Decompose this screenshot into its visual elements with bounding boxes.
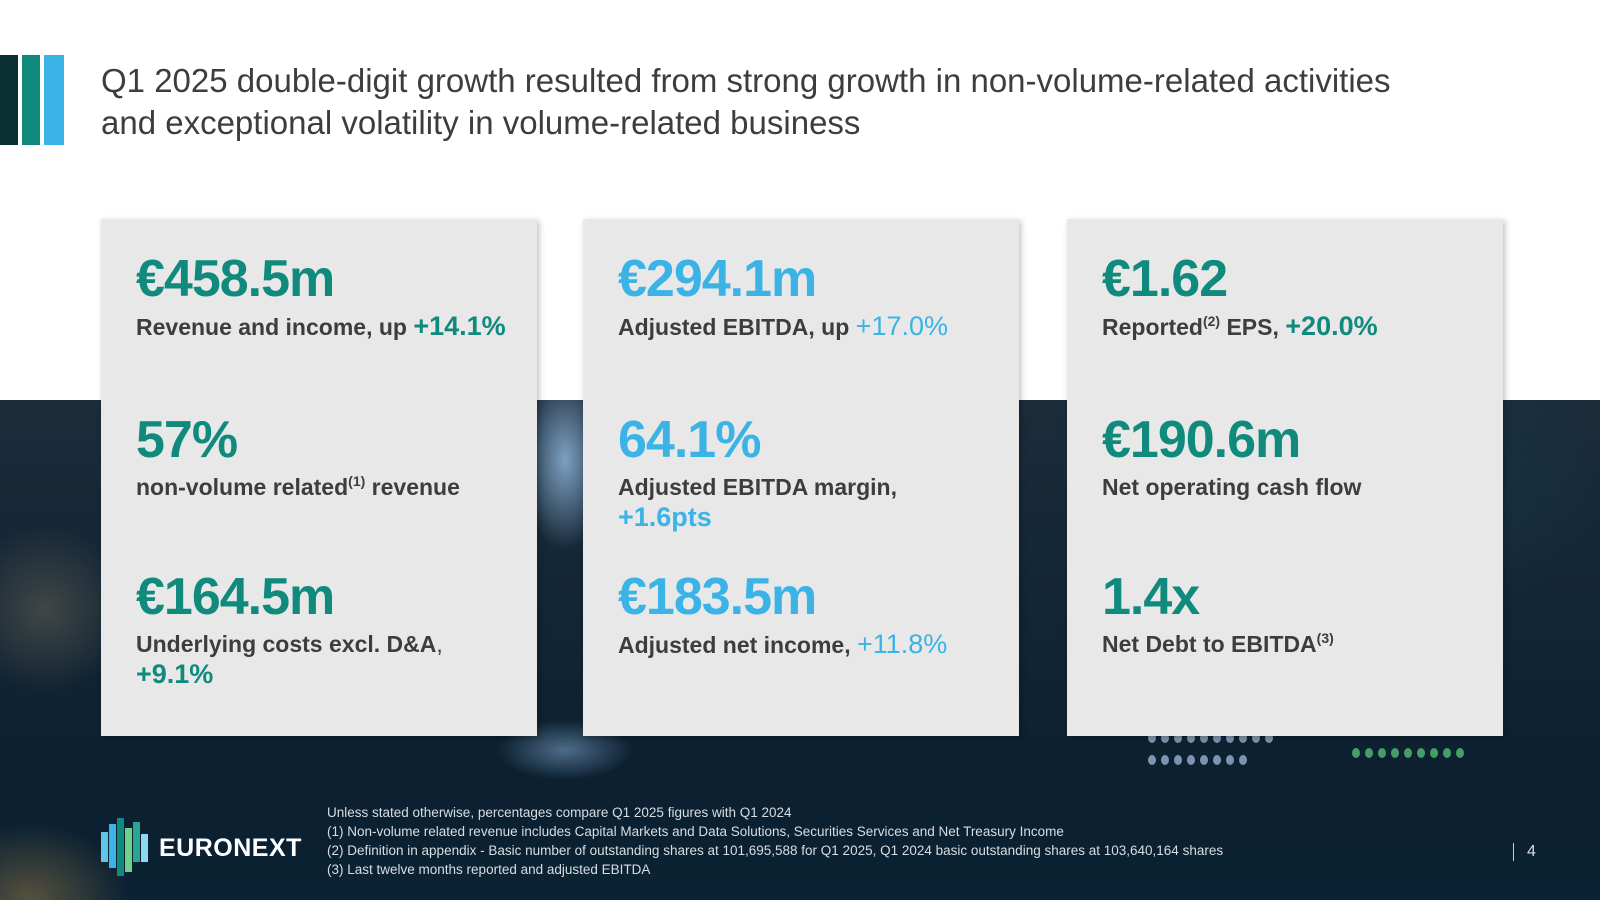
kpi-adjusted-net-income: €183.5m Adjusted net income, +11.8%: [618, 569, 998, 660]
kpi-value: €164.5m: [136, 568, 335, 626]
kpi-value: €458.5m: [136, 250, 335, 308]
euronext-logo-icon: [101, 818, 148, 876]
kpi-label: Adjusted EBITDA, up +17.0%: [618, 311, 998, 342]
kpi-net-debt-to-ebitda: 1.4x Net Debt to EBITDA(3): [1102, 569, 1482, 659]
kpi-change: +20.0%: [1285, 311, 1378, 341]
header-accent-bar-green: [22, 55, 40, 145]
kpi-value: €190.6m: [1102, 411, 1301, 469]
footnote-line: (2) Definition in appendix - Basic numbe…: [327, 843, 1224, 858]
kpi-label-text: revenue: [365, 474, 460, 500]
kpi-value: €183.5m: [618, 568, 817, 626]
kpi-reported-eps: €1.62 Reported(2) EPS, +20.0%: [1102, 251, 1482, 342]
kpi-label: Adjusted EBITDA margin, +1.6pts: [618, 472, 998, 533]
kpi-underlying-costs: €164.5m Underlying costs excl. D&A, +9.1%: [136, 569, 516, 690]
slide-title-line-2: and exceptional volatility in volume-rel…: [101, 104, 861, 141]
kpi-label: non-volume related(1) revenue: [136, 472, 516, 502]
kpi-label: Net operating cash flow: [1102, 472, 1482, 502]
kpi-label-text: EPS,: [1220, 314, 1286, 340]
kpi-change: +1.6pts: [618, 502, 712, 532]
footnote-marker: (1): [348, 473, 366, 489]
footnote-marker: (3): [1316, 630, 1334, 646]
kpi-label-text: non-volume related: [136, 474, 349, 500]
kpi-label: Net Debt to EBITDA(3): [1102, 629, 1482, 659]
kpi-change: +9.1%: [136, 659, 214, 689]
kpi-card-revenue: €458.5m Revenue and income, up +14.1% 57…: [101, 219, 537, 736]
kpi-label: Underlying costs excl. D&A, +9.1%: [136, 629, 516, 690]
footnote-line: (1) Non-volume related revenue includes …: [327, 824, 1064, 839]
kpi-label: Adjusted net income, +11.8%: [618, 629, 998, 660]
footnotes: Unless stated otherwise, percentages com…: [327, 803, 1477, 879]
footnote-line: Unless stated otherwise, percentages com…: [327, 805, 792, 820]
kpi-ebitda-margin: 64.1% Adjusted EBITDA margin, +1.6pts: [618, 412, 998, 533]
kpi-label: Reported(2) EPS, +20.0%: [1102, 311, 1482, 342]
background-lights: [1352, 745, 1469, 763]
kpi-change: +11.8%: [856, 629, 948, 659]
kpi-label-text: Net Debt to EBITDA: [1102, 631, 1317, 657]
kpi-non-volume-revenue: 57% non-volume related(1) revenue: [136, 412, 516, 502]
kpi-value: 57%: [136, 411, 238, 469]
kpi-value: €1.62: [1102, 250, 1228, 308]
kpi-label-comma: ,: [436, 631, 443, 657]
kpi-label-text: Reported: [1102, 314, 1203, 340]
kpi-label: Revenue and income, up +14.1%: [136, 311, 516, 342]
kpi-change: +17.0%: [855, 311, 948, 341]
footnote-line: (3) Last twelve months reported and adju…: [327, 862, 651, 877]
kpi-net-operating-cash-flow: €190.6m Net operating cash flow: [1102, 412, 1482, 502]
kpi-card-ebitda: €294.1m Adjusted EBITDA, up +17.0% 64.1%…: [583, 219, 1019, 736]
footnote-marker: (2): [1202, 313, 1221, 329]
page-number: 4: [1527, 843, 1536, 860]
kpi-label-text: Underlying costs excl. D&A: [136, 631, 437, 657]
slide-title-line-1: Q1 2025 double-digit growth resulted fro…: [101, 62, 1391, 99]
kpi-adjusted-ebitda: €294.1m Adjusted EBITDA, up +17.0%: [618, 251, 998, 342]
kpi-label-text: Adjusted EBITDA, up: [618, 314, 856, 340]
kpi-revenue: €458.5m Revenue and income, up +14.1%: [136, 251, 516, 342]
kpi-label-text: Revenue and income, up: [136, 314, 414, 340]
kpi-label-text: Net operating cash flow: [1102, 474, 1362, 500]
kpi-value: €294.1m: [618, 250, 817, 308]
slide-title: Q1 2025 double-digit growth resulted fro…: [101, 60, 1501, 144]
kpi-value: 1.4x: [1102, 568, 1200, 626]
kpi-card-eps: €1.62 Reported(2) EPS, +20.0% €190.6m Ne…: [1067, 219, 1503, 736]
euronext-logo-text: EURONEXT: [159, 834, 302, 862]
kpi-label-text: Adjusted net income,: [618, 632, 857, 658]
kpi-label-text: Adjusted EBITDA margin,: [618, 474, 897, 500]
header-accent-bar-dark: [0, 55, 18, 145]
header-accent-bar-blue: [44, 55, 64, 145]
page-number-divider: [1513, 843, 1514, 861]
background-lights: [1148, 752, 1252, 770]
kpi-change: +14.1%: [413, 311, 506, 341]
kpi-value: 64.1%: [618, 411, 761, 469]
background-lights: [1148, 730, 1278, 748]
